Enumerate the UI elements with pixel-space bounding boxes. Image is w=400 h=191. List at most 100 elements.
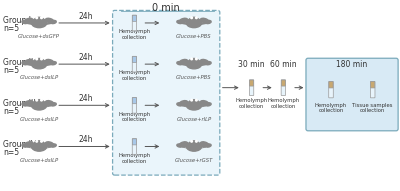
FancyBboxPatch shape: [132, 56, 137, 72]
Ellipse shape: [24, 101, 33, 105]
Ellipse shape: [24, 142, 33, 146]
Ellipse shape: [50, 144, 56, 147]
Ellipse shape: [200, 59, 209, 64]
Ellipse shape: [191, 17, 192, 19]
FancyBboxPatch shape: [132, 139, 137, 154]
Text: Glucose+dsILP: Glucose+dsILP: [20, 158, 59, 163]
Ellipse shape: [22, 103, 28, 106]
Ellipse shape: [186, 59, 202, 69]
Ellipse shape: [50, 62, 56, 65]
Ellipse shape: [46, 18, 54, 23]
Ellipse shape: [36, 58, 38, 60]
Text: 30 min: 30 min: [238, 60, 265, 69]
Ellipse shape: [22, 20, 28, 24]
Ellipse shape: [22, 144, 28, 147]
Ellipse shape: [186, 101, 202, 110]
Text: 24h: 24h: [78, 12, 93, 21]
Ellipse shape: [179, 59, 188, 64]
Ellipse shape: [32, 142, 47, 151]
Ellipse shape: [24, 59, 33, 64]
Text: Group III: Group III: [3, 99, 36, 108]
Ellipse shape: [36, 140, 38, 142]
FancyBboxPatch shape: [112, 10, 220, 175]
Text: Group I: Group I: [3, 16, 31, 25]
FancyBboxPatch shape: [132, 139, 136, 145]
Ellipse shape: [196, 17, 197, 19]
Text: Glucose+dsGFP: Glucose+dsGFP: [18, 34, 60, 39]
Ellipse shape: [35, 17, 44, 22]
Ellipse shape: [41, 58, 42, 60]
FancyBboxPatch shape: [249, 80, 254, 96]
Ellipse shape: [36, 17, 38, 19]
Ellipse shape: [35, 141, 44, 146]
FancyBboxPatch shape: [281, 80, 286, 96]
Text: Group II: Group II: [3, 58, 34, 67]
Ellipse shape: [196, 140, 197, 142]
Text: Hemolymph
collection: Hemolymph collection: [236, 98, 268, 109]
Ellipse shape: [22, 62, 28, 65]
Text: Glucose+PBS: Glucose+PBS: [176, 34, 212, 39]
Text: 24h: 24h: [78, 94, 93, 103]
Text: n=5: n=5: [3, 66, 20, 74]
Ellipse shape: [206, 62, 211, 65]
Ellipse shape: [200, 142, 209, 146]
Ellipse shape: [191, 99, 192, 101]
Ellipse shape: [46, 101, 54, 105]
Ellipse shape: [36, 99, 38, 101]
Ellipse shape: [191, 140, 192, 142]
Ellipse shape: [46, 59, 54, 64]
Ellipse shape: [32, 18, 47, 28]
FancyBboxPatch shape: [250, 80, 254, 86]
Text: 60 min: 60 min: [270, 60, 297, 69]
Text: Glucose+dsILP: Glucose+dsILP: [20, 75, 59, 80]
FancyBboxPatch shape: [132, 98, 136, 104]
FancyBboxPatch shape: [132, 15, 137, 31]
Text: 180 min: 180 min: [336, 60, 368, 69]
Ellipse shape: [46, 142, 54, 146]
Text: n=5: n=5: [3, 148, 20, 157]
Text: n=5: n=5: [3, 107, 20, 116]
Ellipse shape: [206, 103, 211, 106]
Ellipse shape: [41, 99, 42, 101]
Text: Hemolymph
collection: Hemolymph collection: [118, 153, 150, 164]
Ellipse shape: [186, 18, 202, 28]
Text: Glucose+rILP: Glucose+rILP: [176, 117, 212, 121]
Ellipse shape: [177, 62, 182, 65]
Ellipse shape: [186, 142, 202, 151]
Text: Glucose+rGST: Glucose+rGST: [175, 158, 213, 163]
FancyBboxPatch shape: [132, 97, 137, 113]
Ellipse shape: [41, 17, 42, 19]
Ellipse shape: [50, 20, 56, 24]
Ellipse shape: [196, 58, 197, 60]
FancyBboxPatch shape: [281, 80, 285, 86]
FancyBboxPatch shape: [371, 82, 375, 88]
Text: Glucose+dsILP: Glucose+dsILP: [20, 117, 59, 121]
Text: Hemolymph
collection: Hemolymph collection: [118, 70, 150, 81]
Text: Hemolymph
collection: Hemolymph collection: [267, 98, 300, 109]
Text: Tissue samples
collection: Tissue samples collection: [352, 103, 393, 113]
Text: Hemolymph
collection: Hemolymph collection: [315, 103, 347, 113]
Ellipse shape: [179, 18, 188, 23]
Ellipse shape: [206, 20, 211, 24]
FancyBboxPatch shape: [132, 57, 136, 62]
Text: Hemolymph
collection: Hemolymph collection: [118, 29, 150, 40]
Text: 24h: 24h: [78, 135, 93, 144]
Text: n=5: n=5: [3, 24, 20, 33]
FancyBboxPatch shape: [306, 58, 398, 131]
Ellipse shape: [32, 59, 47, 69]
Ellipse shape: [41, 140, 42, 142]
Ellipse shape: [191, 58, 192, 60]
Ellipse shape: [179, 101, 188, 105]
Ellipse shape: [35, 58, 44, 63]
FancyBboxPatch shape: [370, 81, 375, 98]
Text: 24h: 24h: [78, 53, 93, 62]
Text: Group IV: Group IV: [3, 140, 37, 149]
Ellipse shape: [206, 144, 211, 147]
Ellipse shape: [190, 100, 198, 104]
Ellipse shape: [200, 18, 209, 23]
Ellipse shape: [177, 103, 182, 106]
Ellipse shape: [190, 141, 198, 146]
Ellipse shape: [35, 100, 44, 104]
FancyBboxPatch shape: [329, 81, 333, 98]
Ellipse shape: [190, 17, 198, 22]
